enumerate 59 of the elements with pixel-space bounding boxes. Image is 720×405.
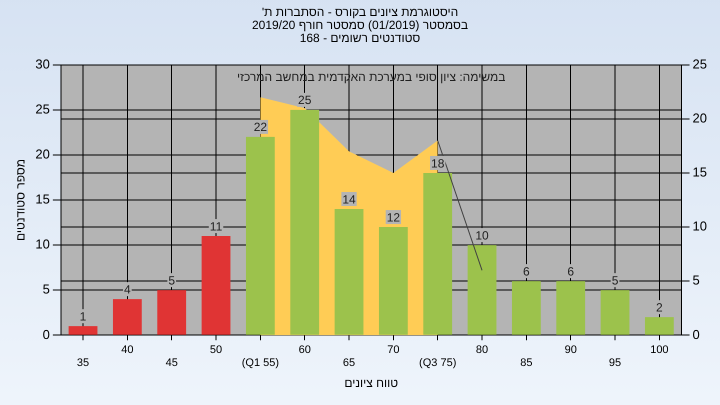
x-tick-label: (Q1 55) bbox=[242, 357, 280, 370]
bar bbox=[157, 290, 186, 335]
y-tick-label: 10 bbox=[35, 236, 50, 252]
bar bbox=[556, 281, 586, 335]
x-tick-label: 65 bbox=[342, 357, 356, 370]
bar bbox=[378, 227, 408, 335]
data-label: 25 bbox=[298, 93, 312, 108]
y2-tick-label: 0 bbox=[692, 326, 700, 342]
x-tick-label: 85 bbox=[520, 357, 532, 370]
bar bbox=[290, 110, 320, 335]
data-label: 10 bbox=[475, 228, 490, 242]
bar bbox=[68, 326, 98, 335]
y2-tick-label: 20 bbox=[692, 110, 708, 126]
x-tick-label: 80 bbox=[476, 344, 488, 356]
data-label: 18 bbox=[431, 156, 445, 170]
x-tick-label: 45 bbox=[166, 357, 178, 370]
y-tick-label: 20 bbox=[35, 146, 50, 162]
bar bbox=[600, 290, 630, 335]
y2-tick-label: 25 bbox=[692, 56, 708, 72]
data-label: 5 bbox=[168, 273, 176, 288]
data-label: 4 bbox=[124, 282, 132, 296]
x-tick-label: 50 bbox=[210, 344, 222, 356]
y-tick-label: 30 bbox=[35, 56, 50, 72]
x-axis-title: טווח ציונים bbox=[344, 376, 398, 390]
data-label: 2 bbox=[656, 300, 664, 314]
x-tick-label: 95 bbox=[608, 357, 622, 370]
bar bbox=[644, 317, 674, 335]
x-tick-label: 90 bbox=[564, 344, 577, 356]
bar bbox=[423, 172, 452, 335]
data-label: 6 bbox=[523, 264, 530, 278]
x-tick-label: 35 bbox=[76, 357, 90, 370]
bar bbox=[112, 299, 142, 335]
y2-tick-label: 5 bbox=[692, 272, 700, 288]
chart-subtitle: בסמסטר (01/2019) סמסטר חורף 2019/20 סטודנטים רשומים - 168 bbox=[250, 18, 470, 45]
data-label: 14 bbox=[342, 192, 356, 206]
data-label: 22 bbox=[254, 120, 268, 134]
x-tick-label: 70 bbox=[387, 344, 400, 356]
bar bbox=[246, 136, 275, 335]
data-label: 1 bbox=[80, 310, 87, 324]
bar bbox=[334, 209, 364, 335]
data-label: 6 bbox=[567, 264, 574, 278]
y2-tick-label: 10 bbox=[692, 218, 708, 234]
y-axis-title: מספר סטודנטים bbox=[14, 158, 28, 242]
y-tick-label: 0 bbox=[42, 326, 50, 342]
x-tick-label: (Q3 75) bbox=[419, 357, 456, 370]
y-tick-label: 25 bbox=[35, 101, 50, 116]
y2-tick-label: 15 bbox=[692, 164, 708, 180]
chart-title: היסטוגרמת ציונים בקורס - הסתברות ת' bbox=[260, 5, 460, 19]
x-tick-label: 60 bbox=[298, 344, 311, 356]
x-tick-label: 40 bbox=[121, 344, 134, 356]
data-label: 12 bbox=[386, 210, 400, 224]
x-tick-label: 100 bbox=[650, 344, 669, 356]
bar bbox=[468, 245, 496, 335]
y-tick-label: 15 bbox=[35, 192, 50, 207]
bar bbox=[512, 281, 541, 335]
data-label: 5 bbox=[612, 273, 619, 288]
y-tick-label: 5 bbox=[42, 282, 50, 297]
bar bbox=[202, 236, 230, 335]
data-label: 11 bbox=[210, 219, 223, 234]
